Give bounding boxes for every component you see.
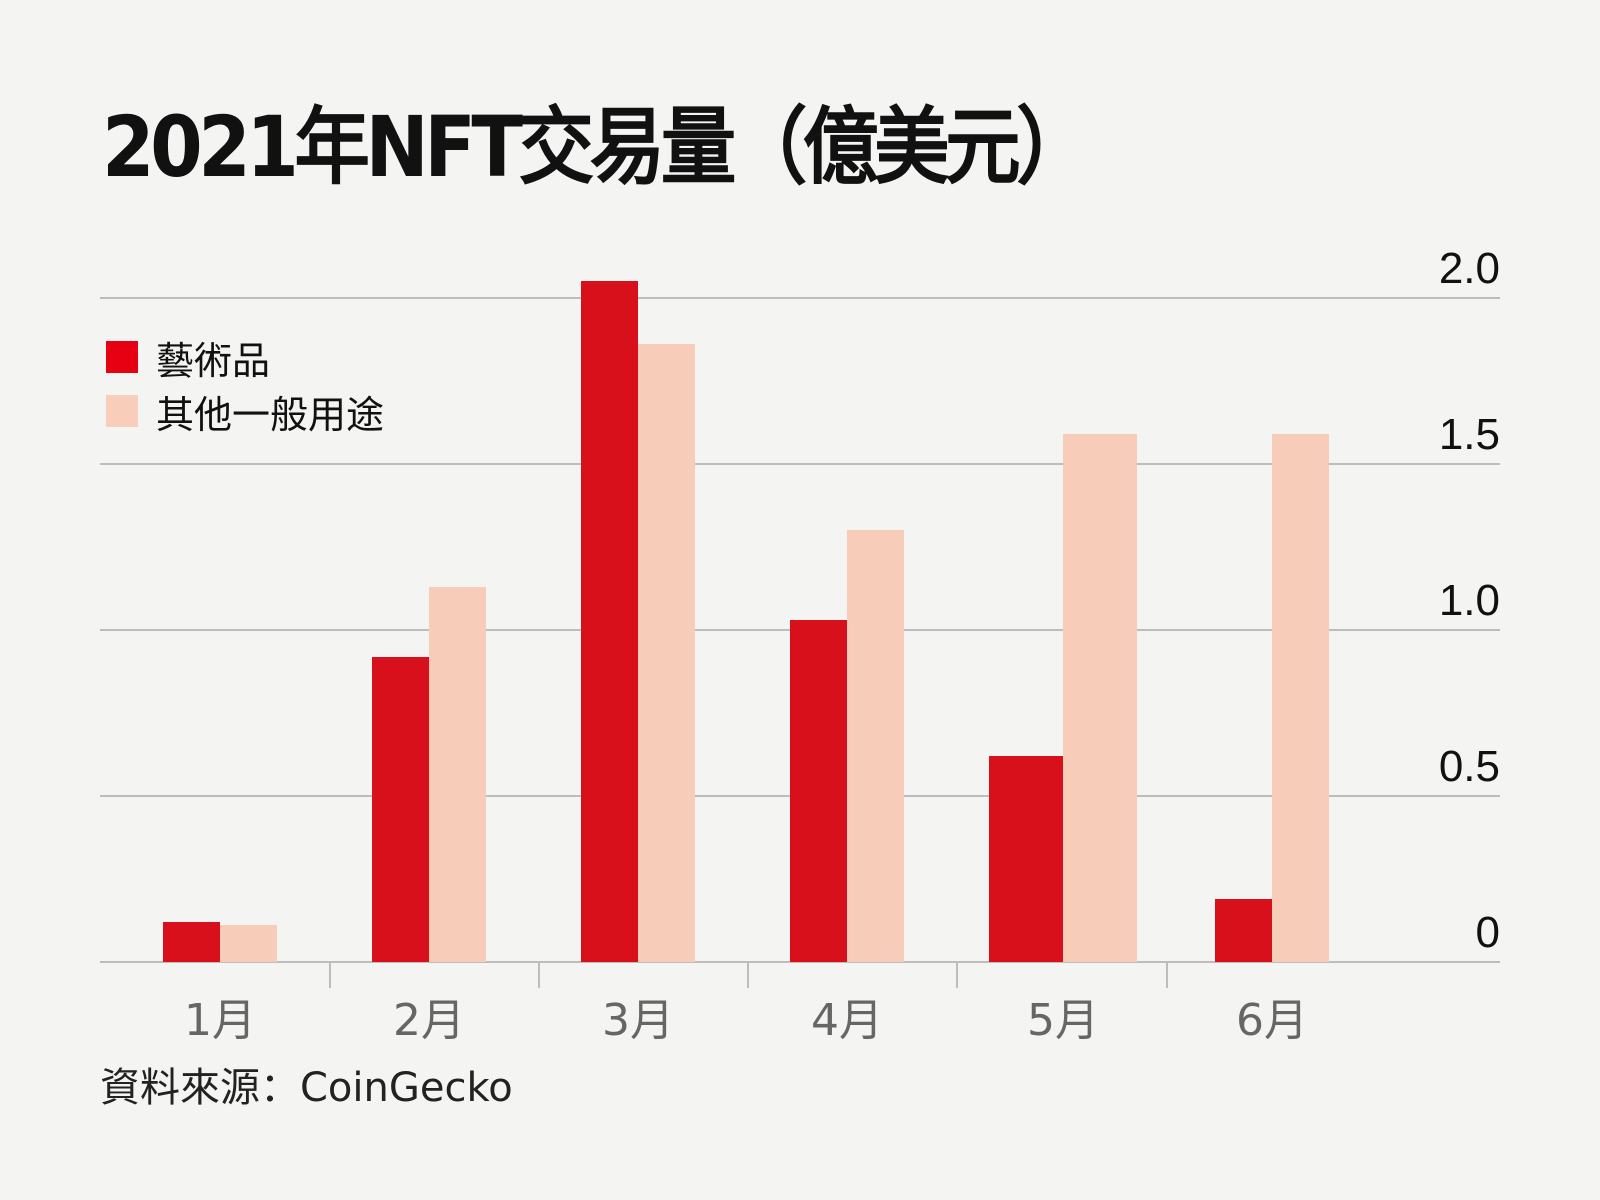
gridline [100, 297, 1500, 299]
source-note: 資料來源：CoinGecko [100, 1065, 513, 1111]
bar-art [1215, 898, 1272, 962]
chart-title: 2021年NFT交易量（億美元） [102, 98, 1092, 196]
category-separator [747, 962, 749, 988]
x-tick-label: 2月 [393, 995, 465, 1046]
category-separator [329, 962, 331, 988]
bar-other [1063, 434, 1137, 962]
bar-other [638, 344, 695, 962]
x-tick-label: 4月 [811, 995, 883, 1046]
plot-area: 0 0.5 1.0 1.5 2.0 1月 2月 3月 4月 5月 6月 [100, 244, 1500, 1046]
x-tick-label: 1月 [184, 995, 256, 1046]
category-separator [1166, 962, 1168, 988]
legend-item-art: 藝術品 [106, 330, 384, 384]
legend-item-other: 其他一般用途 [106, 384, 384, 438]
y-tick-label: 1.0 [1438, 576, 1500, 625]
bar-other [429, 586, 486, 962]
legend: 藝術品 其他一般用途 [106, 330, 384, 438]
legend-swatch-other [106, 395, 138, 427]
bar-other [847, 530, 904, 962]
y-tick-label: 1.5 [1438, 410, 1500, 459]
legend-swatch-art [106, 341, 138, 373]
bar-art [163, 922, 220, 962]
x-tick-label: 6月 [1236, 995, 1308, 1046]
legend-label: 其他一般用途 [156, 392, 385, 437]
gridline [100, 961, 1500, 963]
y-tick-label: 0.5 [1438, 742, 1500, 791]
x-tick-label: 5月 [1027, 995, 1099, 1046]
bar-art [989, 756, 1063, 962]
x-tick-label: 3月 [602, 995, 674, 1046]
bar-other [220, 925, 277, 962]
y-tick-label: 0 [1475, 908, 1500, 957]
category-separator [956, 962, 958, 988]
bar-other [1272, 434, 1329, 962]
gridline [100, 463, 1500, 465]
legend-label: 藝術品 [156, 338, 271, 383]
bar-art [372, 656, 429, 962]
bar-art [790, 620, 847, 962]
bar-art [581, 281, 638, 962]
category-separator [538, 962, 540, 988]
y-tick-label: 2.0 [1438, 244, 1500, 293]
